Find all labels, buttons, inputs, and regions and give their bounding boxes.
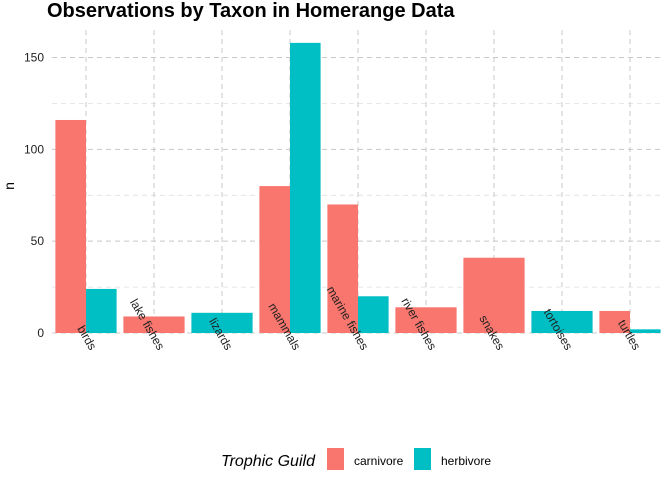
y-tick-label: 50	[31, 234, 45, 248]
bars	[55, 42, 661, 334]
x-tick-label: turtles	[615, 317, 643, 352]
bar-herbivore	[191, 312, 253, 333]
bar-carnivore	[395, 307, 457, 333]
bar-herbivore	[290, 42, 321, 333]
bar-herbivore	[531, 310, 593, 333]
bar-carnivore	[463, 257, 525, 333]
legend-key-carnivore	[327, 448, 344, 470]
bar-carnivore	[259, 186, 290, 333]
legend-label-carnivore: carnivore	[354, 454, 404, 468]
legend-title: Trophic Guild	[221, 453, 316, 470]
bar-carnivore	[327, 204, 358, 333]
bar-herbivore	[630, 329, 661, 333]
y-tick-label: 150	[24, 51, 44, 65]
bar-herbivore	[358, 296, 389, 333]
y-axis-title: n	[1, 182, 17, 190]
bar-carnivore	[599, 310, 630, 333]
legend-label-herbivore: herbivore	[441, 454, 491, 468]
bar-herbivore	[86, 288, 117, 333]
y-axis-ticks: 0 50 100 150	[24, 51, 44, 340]
legend: Trophic Guild carnivore herbivore	[221, 448, 491, 470]
bar-carnivore	[123, 316, 185, 333]
y-tick-label: 100	[24, 142, 44, 156]
bar-carnivore	[55, 119, 86, 334]
legend-key-herbivore	[414, 448, 431, 470]
chart-title: Observations by Taxon in Homerange Data	[47, 0, 455, 22]
y-tick-label: 0	[37, 326, 44, 340]
